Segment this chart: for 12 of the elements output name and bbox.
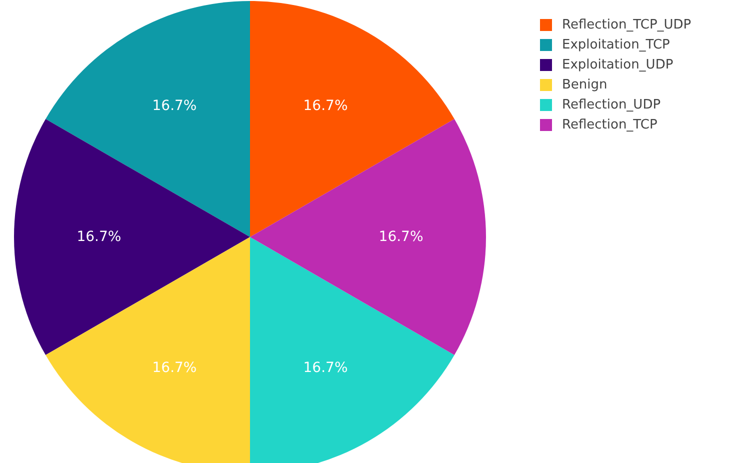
legend-label: Benign xyxy=(562,78,608,92)
data-label: 16.7% xyxy=(303,98,348,114)
data-label: 16.7% xyxy=(76,229,122,245)
legend-label: Exploitation_UDP xyxy=(562,58,674,72)
legend-label: Reflection_TCP_UDP xyxy=(562,18,692,32)
data-label: 16.7% xyxy=(152,98,197,114)
legend-label: Exploitation_TCP xyxy=(562,38,670,52)
legend-label: Reflection_UDP xyxy=(562,98,661,112)
data-label: 16.7% xyxy=(378,229,424,245)
legend-label: Reflection_TCP xyxy=(562,118,658,132)
data-label: 16.7% xyxy=(152,360,197,376)
data-label: 16.7% xyxy=(303,360,348,376)
